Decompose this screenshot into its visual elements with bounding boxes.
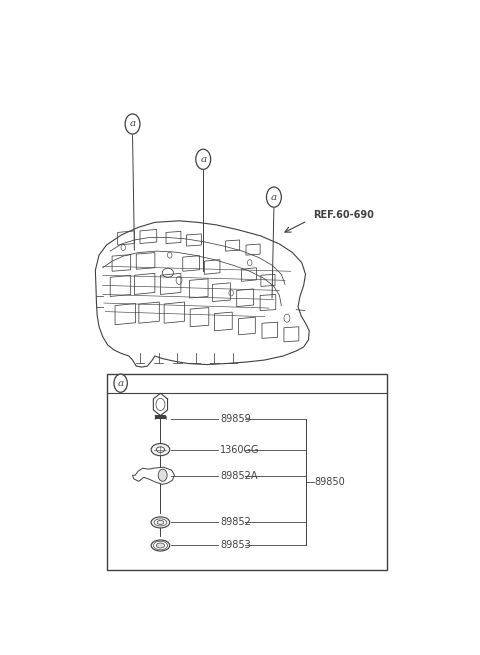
Text: 89852A: 89852A — [220, 471, 257, 481]
Text: a: a — [271, 193, 277, 202]
Text: a: a — [200, 155, 206, 164]
Text: a: a — [130, 119, 136, 128]
Text: REF.60-690: REF.60-690 — [313, 210, 374, 220]
Ellipse shape — [157, 520, 164, 525]
Ellipse shape — [151, 540, 170, 551]
Text: 89853: 89853 — [220, 540, 251, 550]
Circle shape — [158, 469, 167, 481]
Text: 89859: 89859 — [220, 413, 251, 424]
Circle shape — [266, 187, 281, 207]
Text: a: a — [118, 379, 124, 388]
Ellipse shape — [151, 443, 170, 456]
Polygon shape — [132, 467, 175, 484]
Bar — [107, 373, 387, 571]
Circle shape — [125, 114, 140, 134]
Text: 1360GG: 1360GG — [220, 445, 260, 455]
Ellipse shape — [154, 519, 167, 526]
Text: 89850: 89850 — [315, 477, 346, 487]
Ellipse shape — [156, 543, 165, 548]
Circle shape — [114, 374, 127, 392]
Text: 89852: 89852 — [220, 517, 251, 527]
Ellipse shape — [154, 541, 168, 550]
Circle shape — [196, 149, 211, 170]
Ellipse shape — [151, 517, 170, 528]
Ellipse shape — [156, 447, 165, 453]
